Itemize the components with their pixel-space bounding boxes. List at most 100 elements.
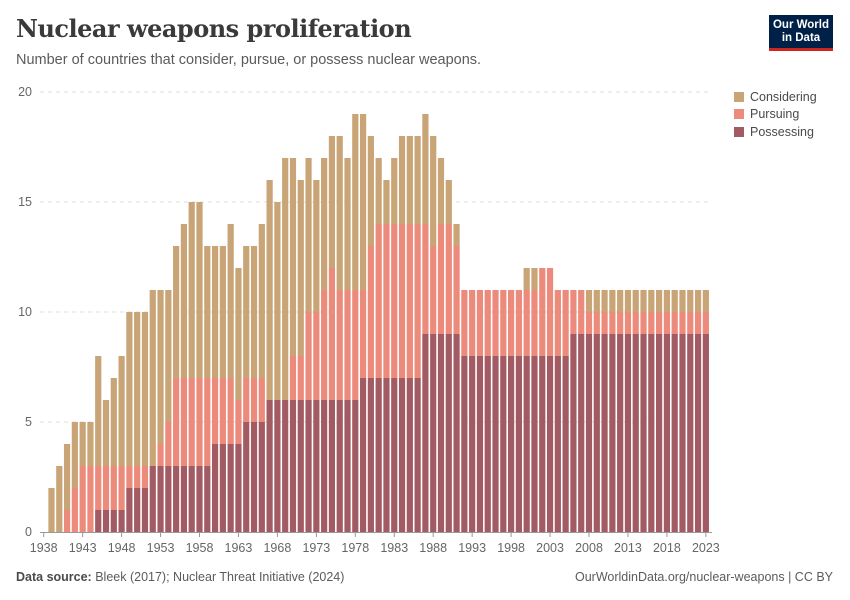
bar-considering: [204, 246, 211, 378]
bar-pursuing: [656, 312, 663, 334]
bar-pursuing: [196, 378, 203, 466]
legend-item-possessing[interactable]: Possessing: [734, 123, 817, 141]
bar-possessing: [694, 334, 702, 532]
bar-considering: [422, 114, 429, 224]
bar-pursuing: [134, 466, 141, 488]
legend-label: Pursuing: [750, 107, 800, 122]
bar-possessing: [609, 334, 616, 532]
bar-pursuing: [391, 224, 398, 378]
x-tick-label: 1938: [30, 541, 58, 555]
bar-pursuing: [469, 290, 476, 356]
bar-pursuing: [562, 290, 569, 356]
bar-possessing: [157, 466, 164, 532]
bar-pursuing: [585, 312, 593, 334]
bar-possessing: [469, 356, 476, 532]
bar-considering: [305, 158, 312, 312]
bar-possessing: [687, 334, 694, 532]
owid-logo[interactable]: Our World in Data: [769, 15, 833, 51]
bar-considering: [102, 400, 110, 466]
bar-possessing: [391, 378, 398, 532]
legend-label: Possessing: [750, 124, 814, 139]
bar-pursuing: [663, 312, 670, 334]
bar-pursuing: [694, 312, 702, 334]
bar-considering: [157, 290, 164, 444]
bar-considering: [180, 224, 188, 378]
bar-possessing: [227, 444, 234, 532]
bar-pursuing: [648, 312, 655, 334]
bar-considering: [702, 290, 709, 312]
legend-item-pursuing[interactable]: Pursuing: [734, 106, 817, 124]
bar-considering: [601, 290, 608, 312]
bar-considering: [687, 290, 694, 312]
bar-considering: [352, 114, 359, 290]
bar-considering: [118, 356, 125, 466]
source-url[interactable]: OurWorldinData.org/nuclear-weapons | CC …: [575, 570, 833, 584]
bar-pursuing: [375, 224, 382, 378]
bar-pursuing: [508, 290, 515, 356]
bar-possessing: [593, 334, 600, 532]
bar-possessing: [422, 334, 429, 532]
bar-possessing: [500, 356, 507, 532]
bar-considering: [383, 180, 390, 224]
bar-considering: [609, 290, 616, 312]
bar-pursuing: [422, 224, 429, 334]
bar-possessing: [165, 466, 172, 532]
bar-pursuing: [624, 312, 632, 334]
bar-possessing: [102, 510, 110, 532]
bar-considering: [282, 158, 289, 400]
bar-pursuing: [258, 378, 265, 422]
source-text: Bleek (2017); Nuclear Threat Initiative …: [95, 570, 345, 584]
bar-considering: [593, 290, 600, 312]
bar-considering: [165, 290, 172, 422]
bar-possessing: [367, 378, 374, 532]
bar-pursuing: [289, 356, 297, 400]
bar-considering: [398, 136, 406, 224]
data-source: Data source: Bleek (2017); Nuclear Threa…: [16, 570, 344, 584]
bar-considering: [328, 136, 336, 268]
logo-line-1: Our World: [772, 19, 829, 31]
bar-considering: [367, 136, 374, 246]
bar-possessing: [648, 334, 655, 532]
bar-considering: [406, 136, 413, 224]
bar-possessing: [328, 400, 336, 532]
bar-considering: [632, 290, 639, 312]
bar-pursuing: [63, 510, 71, 532]
bar-pursuing: [367, 246, 374, 378]
bar-possessing: [126, 488, 133, 532]
bar-possessing: [398, 378, 406, 532]
x-tick-label: 1953: [147, 541, 175, 555]
bar-considering: [227, 224, 234, 378]
bar-possessing: [492, 356, 499, 532]
bar-possessing: [250, 422, 258, 532]
bar-possessing: [149, 466, 156, 532]
bar-pursuing: [554, 290, 561, 356]
bar-possessing: [313, 400, 320, 532]
bar-possessing: [352, 400, 359, 532]
legend-swatch: [734, 126, 744, 137]
bar-considering: [624, 290, 632, 312]
bar-considering: [250, 246, 258, 378]
bar-pursuing: [609, 312, 616, 334]
bar-considering: [391, 158, 398, 224]
bar-pursuing: [632, 312, 639, 334]
x-tick-label: 2008: [575, 541, 603, 555]
bar-considering: [110, 378, 117, 466]
bar-considering: [149, 290, 156, 466]
bar-pursuing: [430, 246, 437, 334]
bar-possessing: [476, 356, 484, 532]
bar-possessing: [336, 400, 343, 532]
bar-possessing: [554, 356, 561, 532]
bar-considering: [243, 246, 250, 378]
bar-pursuing: [679, 312, 686, 334]
bar-considering: [336, 136, 343, 290]
bar-considering: [430, 136, 437, 246]
bar-possessing: [508, 356, 515, 532]
bar-pursuing: [578, 290, 585, 334]
bar-possessing: [461, 356, 468, 532]
bar-pursuing: [336, 290, 343, 400]
legend-item-considering[interactable]: Considering: [734, 88, 817, 106]
bar-considering: [235, 268, 242, 400]
bar-possessing: [274, 400, 281, 532]
bar-considering: [585, 290, 593, 312]
bar-possessing: [632, 334, 639, 532]
